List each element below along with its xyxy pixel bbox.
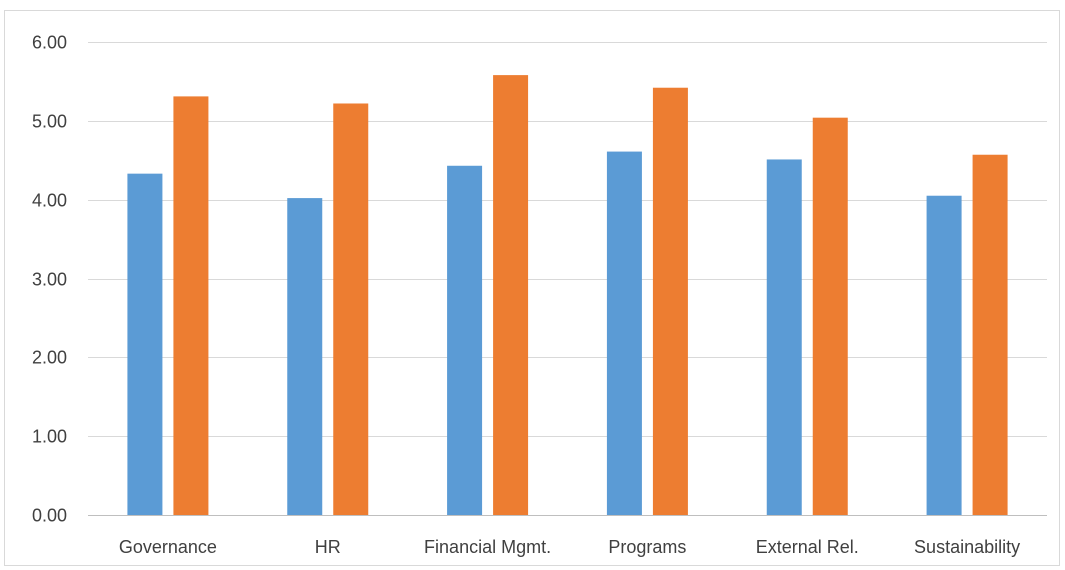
gridlines — [88, 42, 1047, 516]
bar-series-1-sustainability — [926, 195, 962, 515]
y-tick-label: 4.00 — [32, 191, 67, 211]
y-tick-label: 1.00 — [32, 427, 67, 447]
y-tick-label: 5.00 — [32, 112, 67, 132]
bar-series-2-programs — [652, 87, 688, 516]
y-tick-label: 6.00 — [32, 33, 67, 53]
bar-series-1-external-rel — [766, 159, 802, 515]
bar-series-2-external-rel — [812, 117, 848, 516]
y-axis-tick-labels: 0.00 1.00 2.00 3.00 4.00 5.00 6.00 — [32, 33, 67, 526]
bar-series-1-governance — [127, 173, 163, 515]
bar-series-2-sustainability — [972, 154, 1008, 515]
x-tick-label: Governance — [119, 537, 217, 557]
x-tick-label: Programs — [608, 537, 686, 557]
bar-series-1-financial-mgmt — [447, 165, 483, 516]
bar-series-2-hr — [333, 103, 369, 516]
bars — [127, 75, 1008, 516]
x-tick-label: HR — [315, 537, 341, 557]
y-tick-label: 2.00 — [32, 348, 67, 368]
bar-series-1-hr — [287, 198, 323, 515]
x-tick-label: Sustainability — [914, 537, 1020, 557]
x-tick-label: External Rel. — [756, 537, 859, 557]
y-tick-label: 3.00 — [32, 270, 67, 290]
bar-series-2-financial-mgmt — [493, 75, 529, 516]
x-axis-tick-labels: Governance HR Financial Mgmt. Programs Exter… — [119, 537, 1020, 557]
bar-series-2-governance — [173, 96, 209, 516]
x-tick-label: Financial Mgmt. — [424, 537, 551, 557]
bar-series-1-programs — [606, 151, 642, 515]
y-tick-label: 0.00 — [32, 506, 67, 526]
